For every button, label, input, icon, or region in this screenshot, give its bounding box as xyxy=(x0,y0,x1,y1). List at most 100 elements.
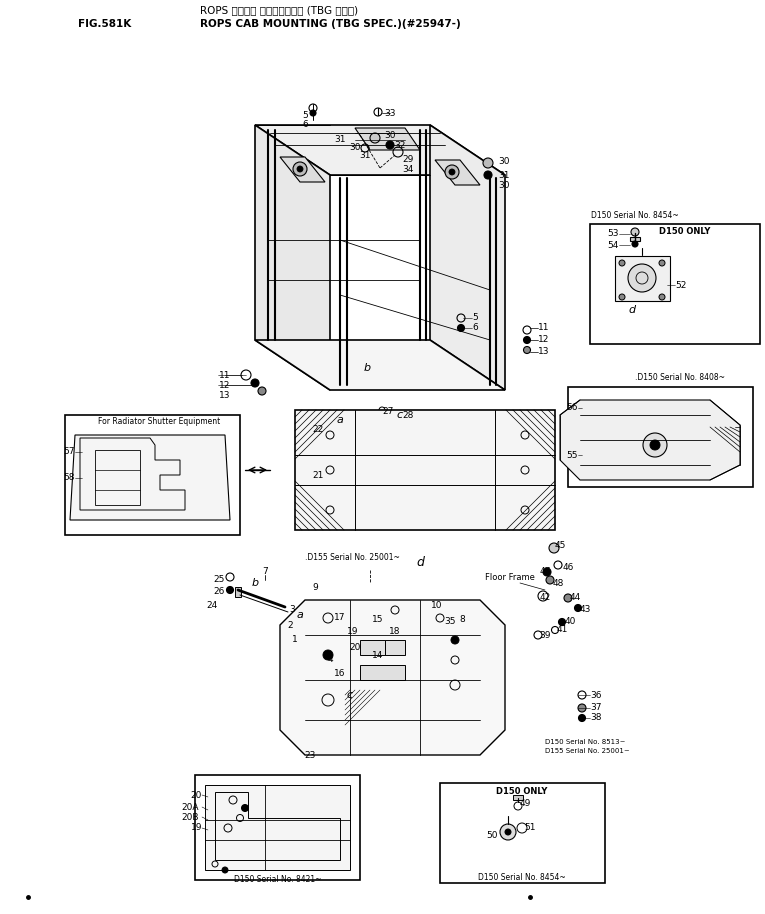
Text: 6: 6 xyxy=(472,324,478,333)
Text: 5: 5 xyxy=(302,111,308,120)
Circle shape xyxy=(242,804,249,812)
Text: 16: 16 xyxy=(334,668,346,677)
Text: d: d xyxy=(628,305,636,315)
Text: 12: 12 xyxy=(538,335,549,345)
Polygon shape xyxy=(205,785,350,870)
Text: 1: 1 xyxy=(292,635,298,644)
Text: 49: 49 xyxy=(519,800,531,809)
Text: D150 ONLY: D150 ONLY xyxy=(496,787,548,795)
Text: 4: 4 xyxy=(327,655,333,664)
Text: 5: 5 xyxy=(472,314,478,323)
Text: 18: 18 xyxy=(389,628,401,636)
Polygon shape xyxy=(255,125,505,175)
Circle shape xyxy=(310,110,316,116)
Text: 11: 11 xyxy=(220,370,231,379)
Text: 31: 31 xyxy=(334,135,346,144)
Text: D155 Serial No. 25001~: D155 Serial No. 25001~ xyxy=(545,748,630,754)
Text: 22: 22 xyxy=(312,426,324,434)
Text: 20: 20 xyxy=(350,643,360,653)
Circle shape xyxy=(251,379,259,387)
Text: 31: 31 xyxy=(360,151,371,160)
Text: 8: 8 xyxy=(459,615,465,624)
Circle shape xyxy=(549,543,559,553)
Text: 2: 2 xyxy=(287,621,293,630)
Circle shape xyxy=(631,228,639,236)
Text: 32: 32 xyxy=(394,141,405,150)
Text: 37: 37 xyxy=(590,704,601,713)
Text: 50: 50 xyxy=(487,831,498,839)
Text: 45: 45 xyxy=(555,540,565,549)
Circle shape xyxy=(293,162,307,176)
Text: 46: 46 xyxy=(562,562,574,571)
Text: 12: 12 xyxy=(220,380,231,389)
Circle shape xyxy=(484,171,492,179)
Text: 43: 43 xyxy=(579,605,591,614)
Circle shape xyxy=(523,346,530,354)
Polygon shape xyxy=(430,125,505,390)
Text: 53: 53 xyxy=(607,229,619,239)
Circle shape xyxy=(628,264,656,292)
Bar xyxy=(195,775,360,880)
Text: a: a xyxy=(297,610,304,620)
Bar xyxy=(615,256,670,301)
Circle shape xyxy=(451,636,459,644)
Circle shape xyxy=(523,336,530,344)
Circle shape xyxy=(323,650,333,660)
Circle shape xyxy=(258,387,266,395)
Polygon shape xyxy=(255,125,330,390)
Circle shape xyxy=(222,867,228,873)
Text: 17: 17 xyxy=(334,613,346,622)
Bar xyxy=(513,795,523,800)
Circle shape xyxy=(297,166,303,172)
Circle shape xyxy=(543,568,551,576)
Text: 39: 39 xyxy=(539,631,551,640)
Text: 6: 6 xyxy=(302,120,308,129)
Text: 26: 26 xyxy=(213,588,225,597)
Circle shape xyxy=(386,141,394,149)
Text: ROPS CAB MOUNTING (TBG SPEC.)(#25947-): ROPS CAB MOUNTING (TBG SPEC.)(#25947-) xyxy=(200,19,461,29)
Text: b: b xyxy=(252,578,259,588)
Text: 23: 23 xyxy=(304,751,316,760)
Circle shape xyxy=(643,433,667,457)
Text: 30: 30 xyxy=(498,180,509,189)
Text: 20A: 20A xyxy=(181,802,199,812)
Text: 44: 44 xyxy=(569,593,581,602)
Text: 7: 7 xyxy=(262,568,268,577)
Text: 3: 3 xyxy=(289,605,295,614)
Text: 10: 10 xyxy=(431,600,443,610)
Text: D150 ONLY: D150 ONLY xyxy=(659,227,710,236)
Text: FIG.581K: FIG.581K xyxy=(78,19,132,29)
Text: 30: 30 xyxy=(350,143,361,153)
Circle shape xyxy=(457,324,464,332)
Text: ROPS キャブ・ マウンティング (TBG ショウ): ROPS キャブ・ マウンティング (TBG ショウ) xyxy=(200,5,358,15)
Text: 38: 38 xyxy=(590,714,601,722)
Text: For Radiator Shutter Equipment: For Radiator Shutter Equipment xyxy=(98,418,220,427)
Text: 48: 48 xyxy=(552,579,564,588)
Circle shape xyxy=(449,169,455,175)
Bar xyxy=(568,387,753,487)
Text: 33: 33 xyxy=(384,109,396,118)
Circle shape xyxy=(650,440,660,450)
Polygon shape xyxy=(280,600,505,755)
Circle shape xyxy=(226,587,233,593)
Text: 52: 52 xyxy=(675,281,686,290)
Bar xyxy=(440,783,605,883)
Text: 24: 24 xyxy=(207,600,218,610)
Text: 11: 11 xyxy=(538,324,549,333)
Text: 47: 47 xyxy=(539,568,551,577)
Bar xyxy=(65,415,240,535)
Text: 30: 30 xyxy=(498,157,509,166)
Text: 41: 41 xyxy=(556,625,568,634)
Polygon shape xyxy=(355,128,420,150)
Bar xyxy=(235,587,241,597)
Circle shape xyxy=(578,715,585,721)
Circle shape xyxy=(558,619,565,625)
Text: 21: 21 xyxy=(312,471,324,480)
Text: 30: 30 xyxy=(384,131,396,140)
Text: 28: 28 xyxy=(402,411,414,420)
Polygon shape xyxy=(70,435,230,520)
Text: D150 Serial No. 8454~: D150 Serial No. 8454~ xyxy=(478,874,566,883)
Text: 9: 9 xyxy=(312,583,318,592)
Text: d: d xyxy=(416,556,424,569)
Text: 36: 36 xyxy=(590,690,601,699)
